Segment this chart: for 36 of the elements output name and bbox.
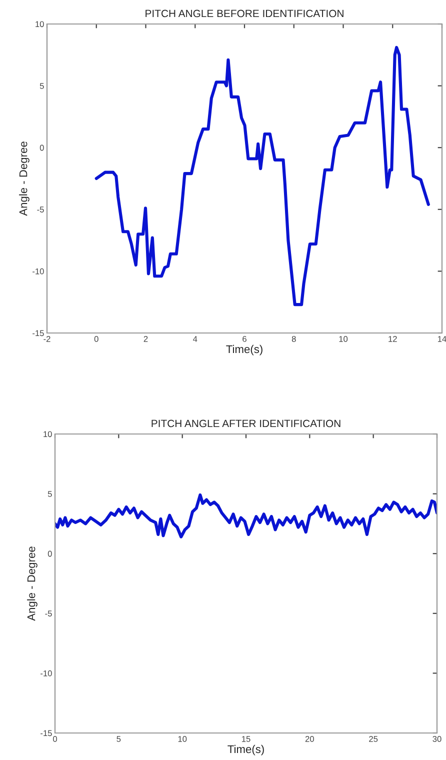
x-tick-label: 0 [53, 736, 57, 742]
y-tick-label: -5 [37, 206, 44, 212]
y-tick-label: 10 [44, 431, 52, 438]
y-tick-label: 0 [40, 144, 44, 151]
x-tick-label: 6 [242, 336, 246, 342]
x-axis-title: Time(s) [226, 344, 262, 356]
x-tick-label: 14 [438, 336, 446, 342]
y-tick-label: 0 [48, 550, 52, 557]
x-tick-label: 30 [432, 736, 442, 742]
line-series [94, 46, 430, 306]
y-tick-label: 5 [48, 491, 52, 497]
y-tick-label: 10 [36, 21, 44, 28]
x-tick-label: 4 [193, 336, 198, 342]
y-tick-label: -15 [40, 730, 52, 736]
x-tick-label: 25 [369, 736, 378, 742]
y-tick-label: -5 [45, 610, 52, 616]
x-tick-label: 5 [116, 736, 121, 742]
x-tick-label: 12 [388, 336, 397, 342]
chart-title: PITCH ANGLE BEFORE IDENTIFICATION [146, 10, 344, 18]
y-tick-label: -10 [32, 268, 44, 274]
y-tick-label: -10 [40, 670, 52, 676]
x-tick-label: 2 [144, 336, 148, 342]
x-tick-label: 15 [242, 736, 250, 742]
y-axis-title: Angle - Degree [19, 142, 30, 216]
line-series [55, 493, 437, 538]
x-tick-label: 0 [94, 336, 98, 342]
x-tick-label: 10 [339, 336, 348, 342]
y-axis-title: Angle - Degree [27, 546, 38, 621]
chart-title: PITCH ANGLE AFTER IDENTIFICATION [152, 420, 340, 428]
x-tick-label: -2 [44, 336, 50, 342]
y-tick-label: 5 [40, 83, 44, 89]
x-tick-label: 20 [305, 736, 314, 742]
y-tick-label: -15 [32, 330, 44, 336]
x-tick-label: 8 [292, 336, 296, 342]
x-axis-title: Time(s) [228, 744, 264, 756]
x-tick-label: 10 [178, 736, 187, 742]
